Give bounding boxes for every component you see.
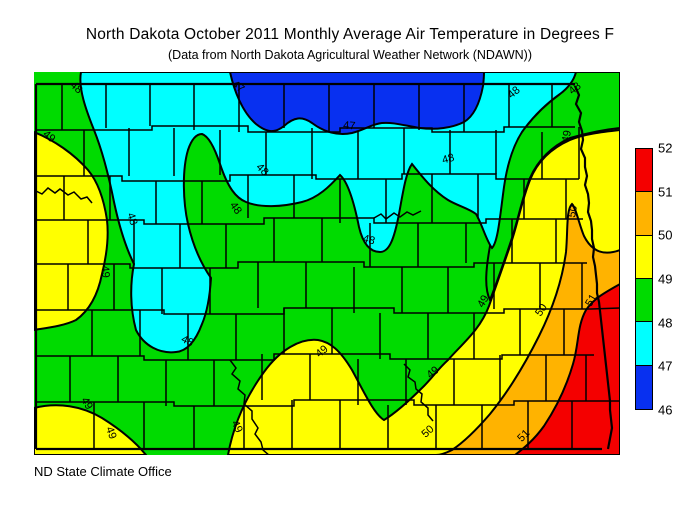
county-boundaries [34, 84, 620, 455]
page-subtitle: (Data from North Dakota Agricultural Wea… [168, 48, 532, 62]
contour-label: 51 [583, 292, 600, 309]
region-51-52-red [513, 282, 620, 455]
colorbar-band-cyan [636, 322, 652, 366]
river-boundary-northwest [34, 187, 93, 204]
contour-label: 49 [103, 425, 118, 441]
region-49-50-yellow-west [34, 130, 109, 332]
credit-text: ND State Climate Office [34, 464, 172, 479]
colorbar-tick: 47 [658, 358, 673, 374]
temperature-colorbar [635, 148, 653, 410]
region-49-50-yellow-southwest [34, 404, 148, 455]
contour-label: 49 [560, 129, 574, 143]
state-border [34, 82, 614, 451]
contour-label: 50 [533, 302, 550, 319]
colorbar-tick: 50 [658, 227, 673, 243]
contour-label: 50 [566, 204, 580, 218]
region-46-47-blue [228, 72, 485, 135]
colorbar-band-green [636, 278, 652, 323]
colorbar-tick: 51 [658, 184, 673, 200]
contour-label: 48 [124, 211, 139, 226]
colorbar-band-red [636, 149, 652, 193]
contour-label: 48 [361, 233, 376, 248]
colorbar-tick: 52 [658, 140, 673, 156]
contour-label: 49 [98, 265, 111, 278]
contour-label: 48 [179, 333, 195, 349]
colorbar-tick-labels: 52 51 50 49 48 47 46 [658, 142, 688, 417]
contour-label: 48 [227, 200, 244, 217]
contour-label: 49 [78, 395, 95, 412]
contour-label: 47 [343, 120, 356, 133]
river-boundary-missouri [229, 359, 270, 455]
colorbar-tick: 48 [658, 315, 673, 331]
river-boundary-small-south [403, 363, 434, 422]
region-47-48-cyan [79, 72, 578, 354]
colorbar-band-blue [636, 365, 652, 409]
river-boundary-small-north [373, 210, 422, 220]
colorbar-band-yellow [636, 235, 652, 279]
contour-label: 49 [475, 293, 492, 310]
state-border-red-river [573, 85, 614, 450]
colorbar-tick: 49 [658, 271, 673, 287]
colorbar-band-orange [636, 192, 652, 236]
contour-label: 49 [229, 419, 245, 435]
contour-label: 48 [441, 152, 456, 167]
colorbar-tick: 46 [658, 402, 673, 418]
page-title: North Dakota October 2011 Monthly Averag… [85, 26, 615, 43]
